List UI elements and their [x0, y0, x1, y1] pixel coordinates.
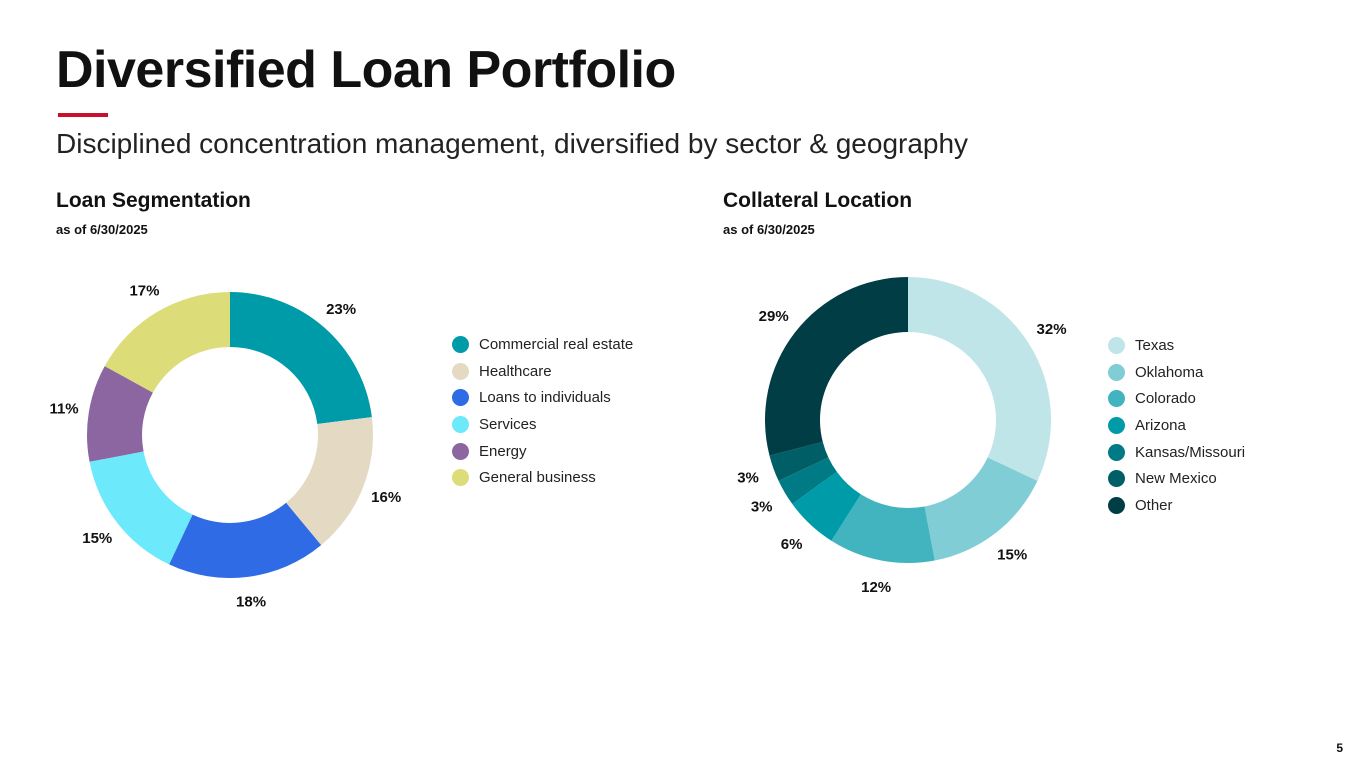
legend-label: Loans to individuals [479, 389, 611, 407]
legend-label: Texas [1135, 336, 1175, 354]
legend-swatch [1108, 416, 1125, 434]
legend-swatch [1108, 443, 1125, 461]
legend-item: Oklahoma [1108, 359, 1245, 386]
legend-swatch [1108, 363, 1125, 381]
donut-slice-general-business [104, 292, 230, 393]
accent-rule [58, 113, 108, 117]
data-label: 12% [861, 579, 891, 596]
collateral-location-date: as of 6/30/2025 [723, 222, 815, 237]
legend-swatch [452, 469, 469, 487]
legend-swatch [452, 389, 469, 407]
data-label: 18% [236, 594, 266, 611]
donut-slice-oklahoma [924, 457, 1038, 561]
legend-label: Energy [479, 442, 527, 460]
legend-label: General business [479, 469, 596, 487]
legend-swatch [1108, 336, 1125, 354]
donut-slice-colorado [831, 494, 935, 564]
loan-segmentation-legend: Commercial real estate Healthcare Loans to… [452, 331, 633, 491]
legend-item: New Mexico [1108, 465, 1245, 492]
legend-item: Loans to individuals [452, 384, 633, 411]
collateral-location-legend: Texas Oklahoma Colorado Arizona Kansas/Misso… [1108, 332, 1245, 519]
legend-item: Kansas/Missouri [1108, 439, 1245, 466]
loan-segmentation-date: as of 6/30/2025 [56, 222, 148, 237]
legend-label: Colorado [1135, 390, 1196, 408]
data-label: 15% [82, 530, 112, 547]
donut-slice-new-mexico [769, 441, 829, 481]
donut-slice-other [765, 277, 908, 456]
donut-slice-commercial-real-estate [230, 292, 372, 424]
legend-swatch [452, 335, 469, 353]
donut-slice-arizona [792, 471, 861, 541]
donut-slice-energy [87, 366, 153, 462]
data-label: 11% [49, 401, 78, 418]
legend-swatch [1108, 470, 1125, 488]
legend-swatch [452, 362, 469, 380]
donut-slice-kansas-missouri [778, 457, 837, 505]
legend-label: Healthcare [479, 362, 552, 380]
data-label: 23% [326, 301, 356, 318]
data-label: 3% [737, 470, 759, 487]
legend-label: Other [1135, 496, 1173, 514]
page-subtitle: Disciplined concentration management, di… [56, 128, 969, 159]
data-label: 16% [371, 489, 401, 506]
legend-swatch [1108, 496, 1125, 514]
donut-slice-loans-to-individuals [169, 502, 322, 578]
legend-label: Kansas/Missouri [1135, 443, 1246, 461]
legend-label: Oklahoma [1135, 363, 1204, 381]
data-label: 29% [759, 308, 789, 325]
legend-item: Arizona [1108, 412, 1245, 439]
loan-segmentation-title: Loan Segmentation [56, 189, 251, 212]
donut-slice-texas [908, 277, 1051, 481]
data-label: 32% [1037, 321, 1067, 338]
data-label: 3% [751, 499, 773, 516]
legend-item: Services [452, 411, 633, 438]
legend-swatch [452, 415, 469, 433]
legend-item: Commercial real estate [452, 331, 633, 358]
legend-label: Services [479, 415, 537, 433]
donut-slice-services [89, 451, 193, 565]
legend-item: Energy [452, 438, 633, 465]
donut-slice-healthcare [286, 417, 373, 546]
data-label: 6% [781, 536, 803, 553]
legend-item: Other [1108, 492, 1245, 519]
data-label: 17% [129, 282, 159, 299]
legend-label: Arizona [1135, 416, 1186, 434]
legend-swatch [452, 442, 469, 460]
legend-item: Texas [1108, 332, 1245, 359]
legend-item: Colorado [1108, 385, 1245, 412]
legend-label: New Mexico [1135, 470, 1217, 488]
legend-item: Healthcare [452, 358, 633, 385]
page-title: Diversified Loan Portfolio [56, 41, 676, 99]
legend-label: Commercial real estate [479, 335, 634, 353]
collateral-location-title: Collateral Location [723, 189, 913, 212]
legend-item: General business [452, 464, 633, 491]
page-number: 5 [1336, 741, 1343, 755]
legend-swatch [1108, 390, 1125, 408]
data-label: 15% [997, 546, 1027, 563]
